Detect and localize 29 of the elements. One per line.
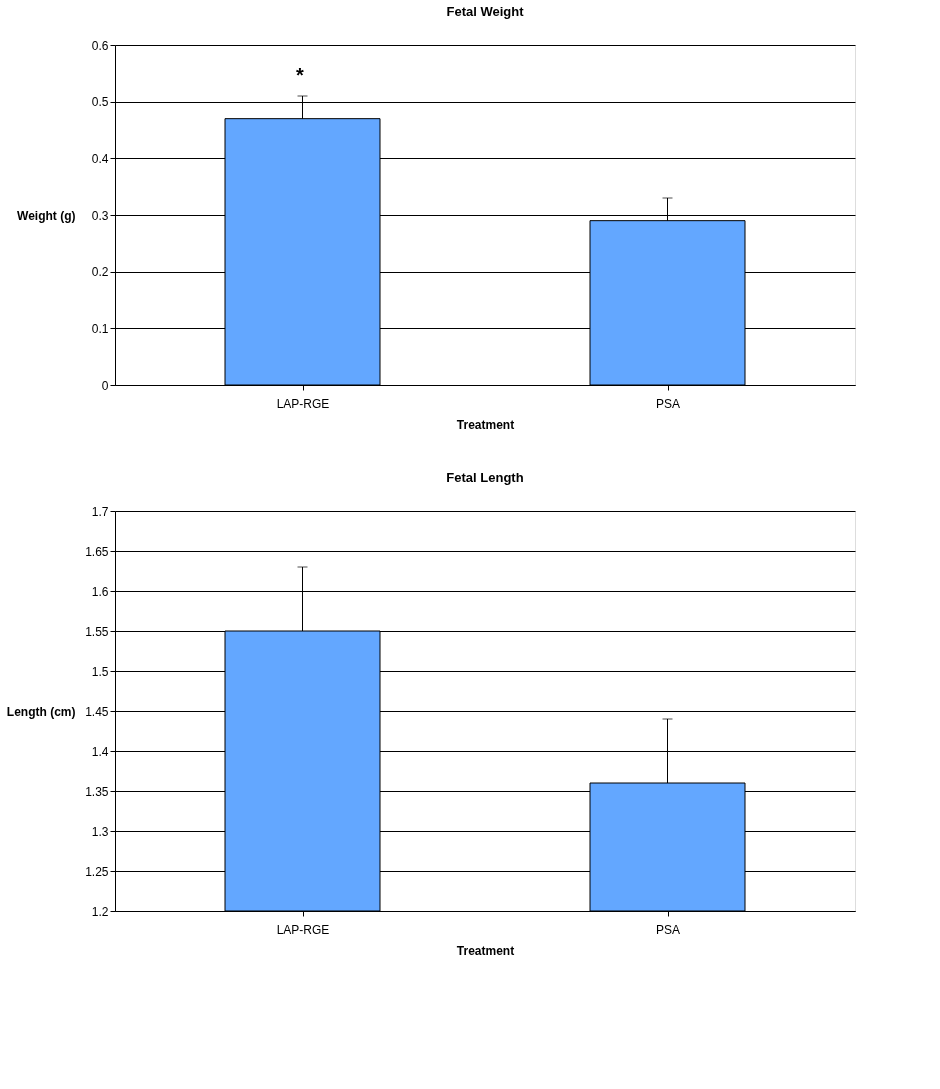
- chart-title: Fetal Length: [446, 470, 524, 485]
- y-tick-label: 1.6: [91, 584, 109, 599]
- y-tick-label: 1.3: [91, 824, 109, 839]
- x-tick-label: PSA: [655, 396, 681, 411]
- y-tick-label: 1.55: [85, 624, 109, 639]
- y-tick-label: 0.6: [91, 38, 109, 53]
- y-tick-label: 1.25: [85, 864, 109, 879]
- y-tick-label: 0.4: [91, 151, 109, 166]
- y-tick-label: 1.45: [85, 704, 109, 719]
- y-axis-title: Weight (g): [17, 208, 76, 223]
- y-tick-label: 1.35: [85, 784, 109, 799]
- y-tick-label: 0.2: [91, 265, 109, 280]
- annotation: *: [296, 63, 305, 86]
- x-tick-label: LAP-RGE: [276, 396, 330, 411]
- x-axis-title: Treatment: [456, 943, 515, 958]
- y-tick-label: 0: [101, 378, 109, 393]
- y-tick-label: 1.5: [91, 664, 109, 679]
- y-tick-label: 1.4: [91, 744, 109, 759]
- x-axis-title: Treatment: [456, 417, 515, 432]
- y-tick-label: 0.5: [91, 95, 109, 110]
- y-tick-label: 1.2: [91, 904, 109, 919]
- x-tick-label: PSA: [655, 922, 681, 937]
- y-tick-label: 1.65: [85, 544, 109, 559]
- y-tick-label: 0.3: [91, 208, 109, 223]
- y-axis-title: Length (cm): [6, 704, 76, 719]
- chart-title: Fetal Weight: [446, 4, 525, 19]
- y-tick-label: 0.1: [91, 321, 109, 336]
- x-tick-label: LAP-RGE: [276, 922, 330, 937]
- y-tick-label: 1.7: [91, 504, 109, 519]
